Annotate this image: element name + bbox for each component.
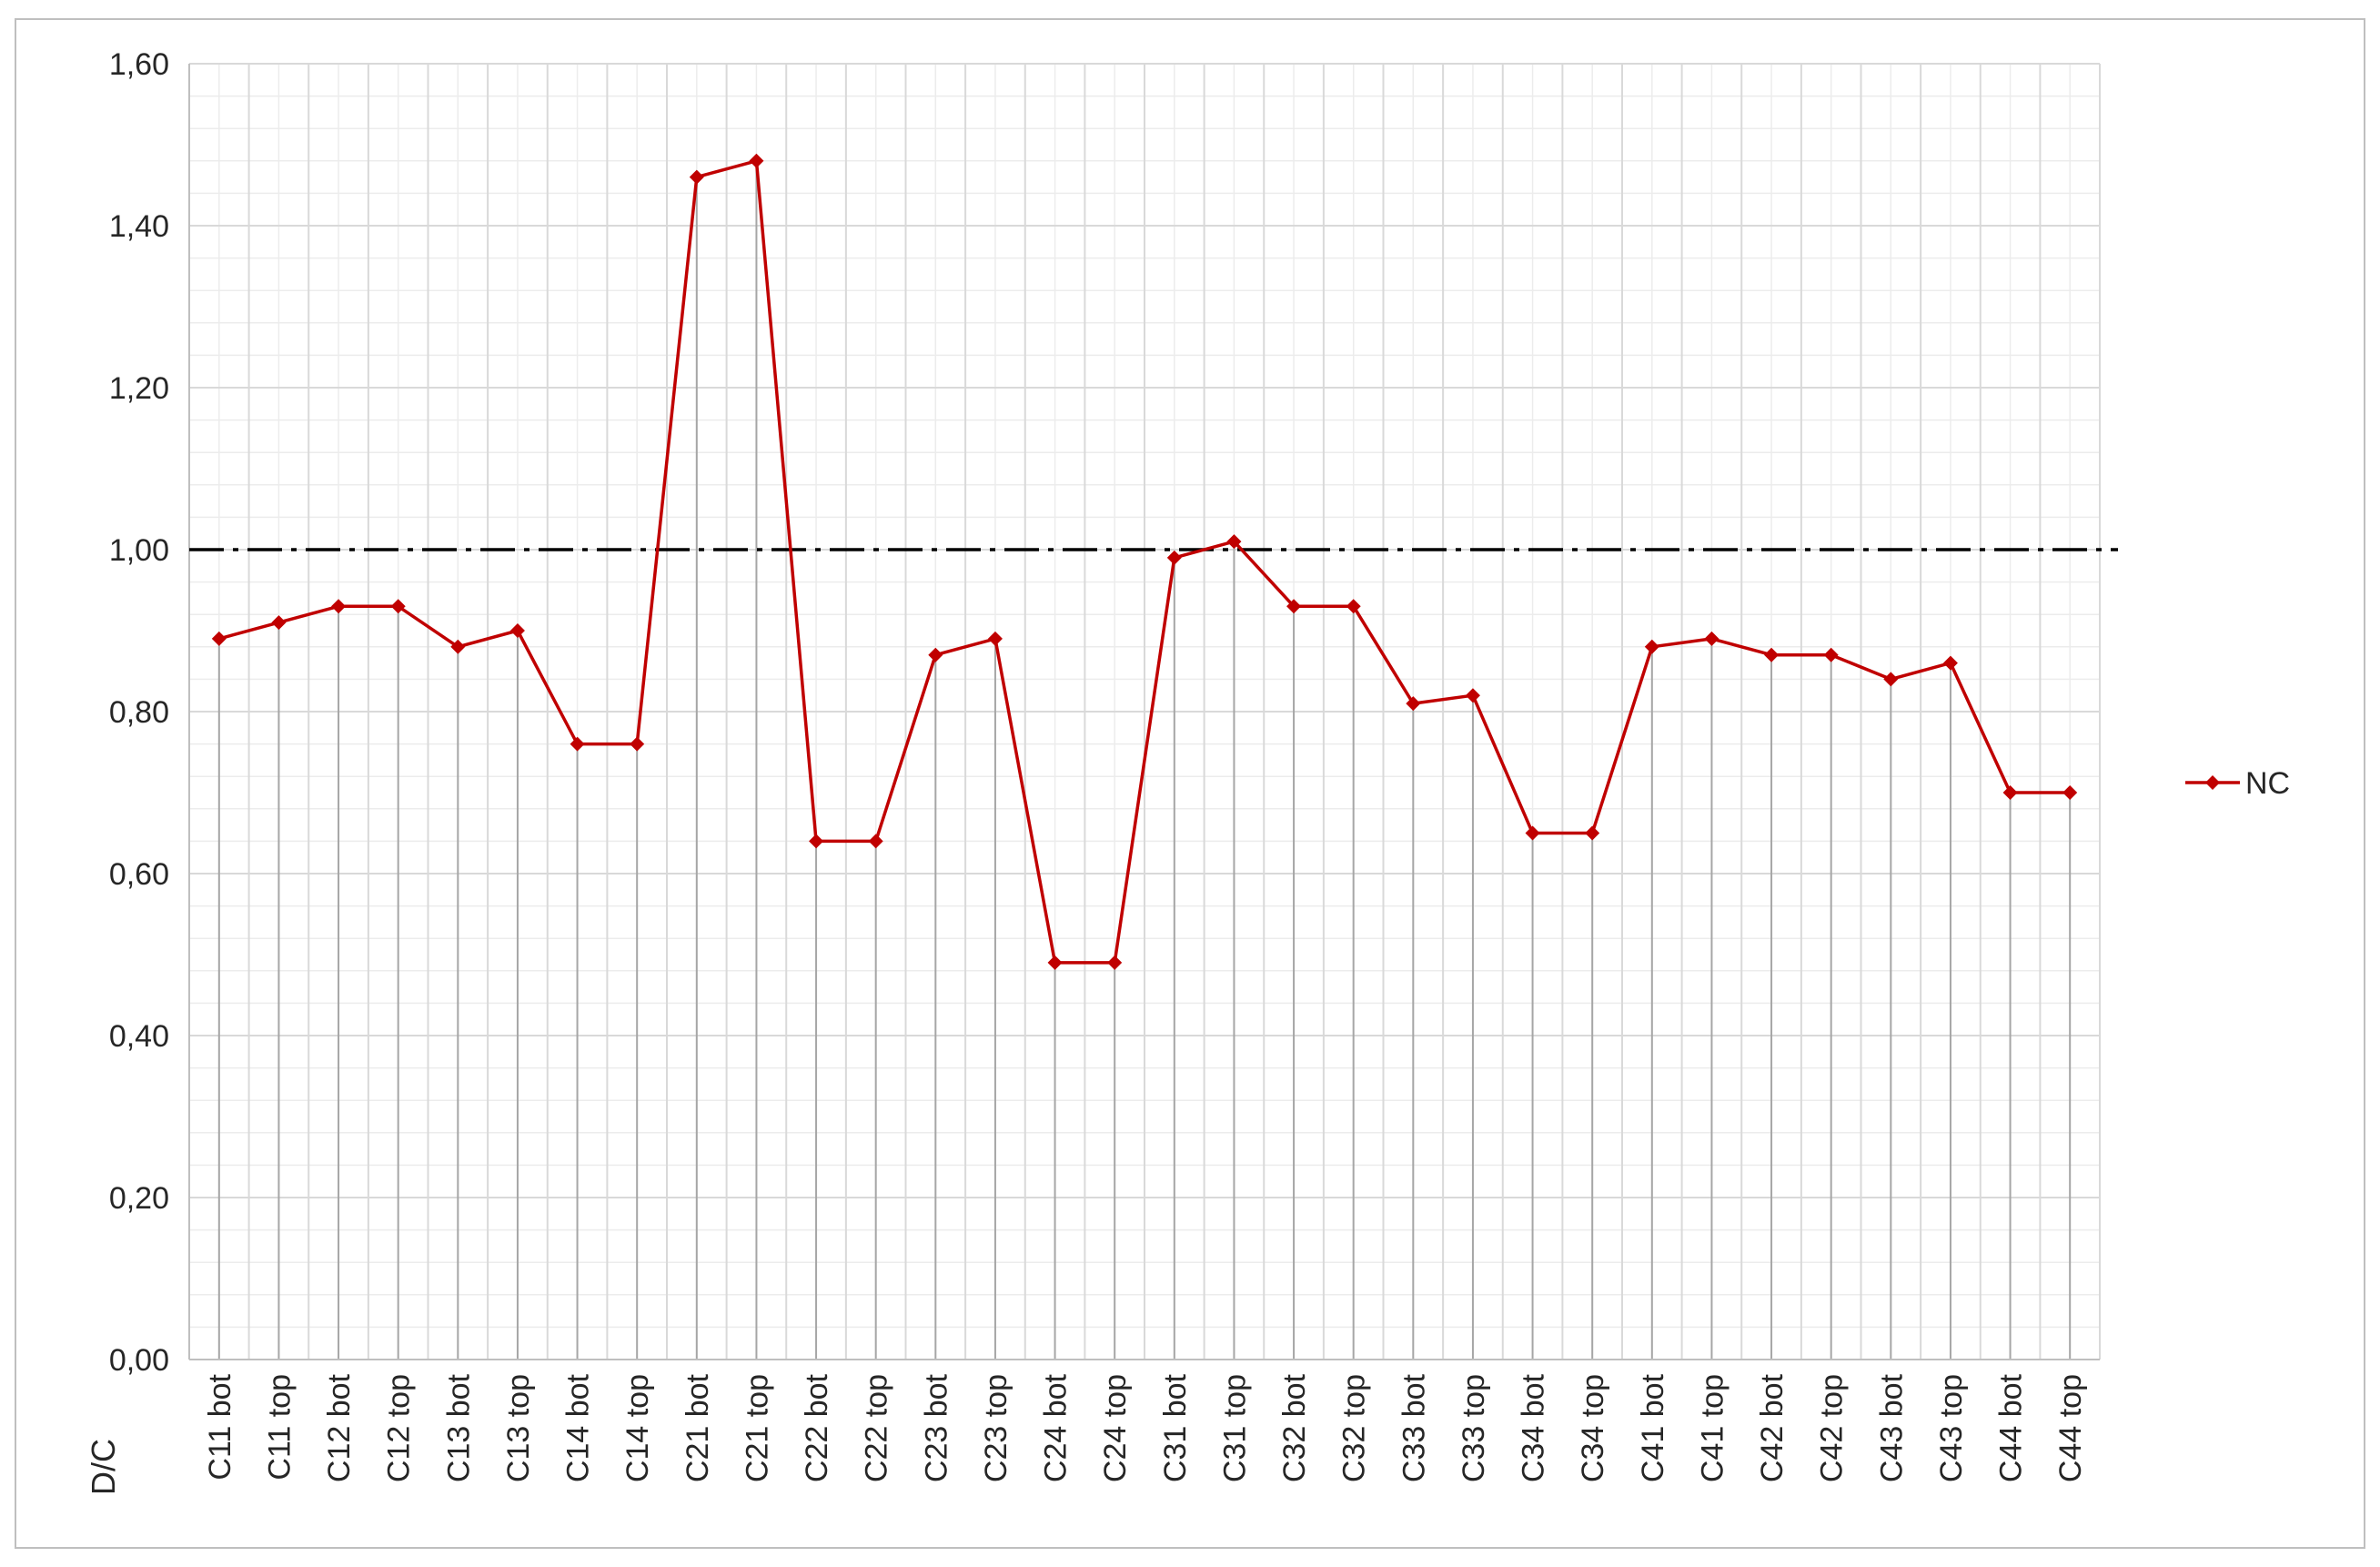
- data-point: [450, 639, 466, 654]
- major-gridlines: [188, 63, 2101, 1360]
- y-tick-label: 1,60: [109, 47, 169, 82]
- x-tick-label: C34 top: [1576, 1374, 1610, 1482]
- data-point: [2002, 785, 2018, 800]
- data-point: [1166, 550, 1182, 565]
- x-tick-label: C11 top: [262, 1374, 297, 1481]
- x-tick-label: C44 top: [2053, 1374, 2088, 1482]
- data-point: [928, 647, 943, 662]
- data-point: [509, 623, 525, 638]
- chart-frame: 0,00 0,20 0,40 0,60 0,80 1,00 1,20 1,40 1,60 C11…: [15, 18, 2365, 1549]
- x-tick-label: C24 bot: [1039, 1373, 1074, 1482]
- data-point: [1286, 599, 1302, 614]
- legend: NC: [2185, 766, 2290, 801]
- x-tick-label: C31 top: [1217, 1374, 1252, 1482]
- x-tick-label: C14 top: [620, 1374, 655, 1482]
- data-point: [1823, 647, 1839, 662]
- data-point: [390, 599, 406, 614]
- x-tick-label: C14 bot: [561, 1373, 596, 1482]
- x-tick-label: C41 bot: [1636, 1373, 1670, 1482]
- data-point: [1107, 955, 1123, 970]
- x-tick-label: C41 top: [1695, 1374, 1730, 1482]
- x-tick-label: C13 bot: [441, 1373, 476, 1482]
- x-tick-label: C12 bot: [322, 1373, 357, 1482]
- x-tick-label: C43 top: [1934, 1374, 1969, 1482]
- x-tick-label: C33 top: [1457, 1374, 1491, 1482]
- data-point: [211, 631, 227, 646]
- x-tick-label: C32 bot: [1277, 1373, 1312, 1482]
- data-point: [1764, 647, 1780, 662]
- data-point: [1585, 825, 1600, 841]
- data-point: [630, 736, 645, 752]
- data-point: [1883, 672, 1899, 687]
- y-tick-label: 0,40: [109, 1019, 169, 1054]
- y-tick-label: 0,60: [109, 857, 169, 892]
- data-point: [331, 599, 347, 614]
- x-tick-label: C32 top: [1337, 1374, 1372, 1482]
- series-line-nc: [218, 159, 2071, 965]
- y-axis-label: D/C: [85, 1439, 122, 1495]
- data-point: [1465, 688, 1480, 703]
- data-point: [570, 736, 585, 752]
- x-tick-label: C42 bot: [1755, 1373, 1790, 1482]
- x-tick-label: C34 bot: [1517, 1373, 1551, 1482]
- x-tick-label: C22 bot: [800, 1373, 834, 1482]
- x-tick-label: C23 bot: [919, 1373, 953, 1482]
- data-point: [1704, 631, 1719, 646]
- y-tick-label: 0,80: [109, 695, 169, 730]
- data-point: [1644, 639, 1659, 654]
- drop-lines: [217, 160, 2072, 1360]
- x-tick-label: C31 bot: [1158, 1373, 1193, 1482]
- y-tick-label: 0,00: [109, 1343, 169, 1378]
- legend-marker-nc: [2205, 775, 2220, 790]
- legend-label-nc: NC: [2245, 766, 2290, 801]
- x-tick-label: C22 top: [860, 1374, 894, 1482]
- y-tick-labels: 0,00 0,20 0,40 0,60 0,80 1,00 1,20 1,40 1,60: [109, 47, 169, 1378]
- x-tick-labels: C11 bot C11 top C12 bot C12 top C13 bot C13 t…: [203, 1373, 2088, 1482]
- x-tick-label: C11 bot: [203, 1373, 237, 1480]
- data-point: [1346, 599, 1361, 614]
- series-group: [211, 153, 2078, 970]
- x-tick-label: C13 top: [501, 1374, 536, 1482]
- y-tick-label: 0,20: [109, 1181, 169, 1216]
- data-point: [749, 153, 764, 168]
- x-tick-label: C21 top: [740, 1374, 774, 1482]
- axes: [188, 64, 2100, 1360]
- data-point: [1047, 955, 1063, 970]
- x-tick-label: C21 bot: [681, 1373, 715, 1482]
- y-tick-label: 1,00: [109, 533, 169, 568]
- y-tick-label: 1,40: [109, 209, 169, 244]
- data-point: [809, 834, 824, 849]
- data-point: [689, 169, 704, 185]
- x-tick-label: C43 bot: [1874, 1373, 1909, 1482]
- x-tick-label: C33 bot: [1397, 1373, 1431, 1482]
- data-point: [1406, 696, 1421, 712]
- data-point: [1226, 534, 1242, 550]
- line-chart: 0,00 0,20 0,40 0,60 0,80 1,00 1,20 1,40 1,60 C11…: [85, 47, 2290, 1495]
- x-tick-label: C44 bot: [1994, 1373, 2029, 1482]
- y-tick-label: 1,20: [109, 371, 169, 406]
- data-point: [1525, 825, 1540, 841]
- x-tick-label: C42 top: [1815, 1374, 1850, 1482]
- data-point: [271, 615, 287, 631]
- data-point: [868, 834, 883, 849]
- data-point: [2062, 785, 2078, 800]
- x-tick-label: C24 top: [1098, 1374, 1133, 1482]
- data-point: [1942, 655, 1958, 671]
- data-point: [987, 631, 1003, 646]
- x-tick-label: C12 top: [382, 1374, 417, 1482]
- x-tick-label: C23 top: [979, 1374, 1014, 1482]
